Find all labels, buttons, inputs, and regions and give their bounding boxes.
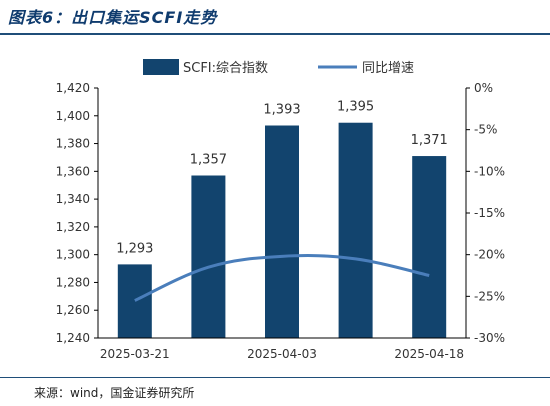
footer-divider <box>0 377 550 378</box>
right-axis-ticks: 0% -5% -10% -15% -20% -25% -30% <box>466 81 505 345</box>
chart-title: 图表6：出口集运SCFI走势 <box>8 8 218 27</box>
left-axis-ticks: 1,240 1,260 1,280 1,300 1,320 1,340 1,360 1,380… <box>56 81 98 345</box>
bar <box>412 156 447 338</box>
bar-value-label: 1,293 <box>116 241 153 256</box>
yoy-growth-line <box>134 254 430 302</box>
left-tick-label: 1,380 <box>56 137 90 151</box>
left-tick-label: 1,240 <box>56 331 90 345</box>
x-tick-label: 2025-04-18 <box>394 347 464 361</box>
legend-swatch-bar <box>143 59 179 75</box>
x-axis-ticks: 2025-03-21 2025-04-03 2025-04-18 <box>100 347 464 361</box>
x-tick-label: 2025-04-03 <box>247 347 317 361</box>
bar <box>117 264 152 338</box>
legend: SCFI:综合指数 同比增速 <box>143 59 414 76</box>
right-tick-label: -10% <box>474 164 505 178</box>
title-divider <box>0 33 550 35</box>
left-tick-label: 1,400 <box>56 109 90 123</box>
bar-value-label: 1,357 <box>190 153 227 168</box>
right-tick-label: 0% <box>474 81 493 95</box>
bar-value-label: 1,395 <box>337 100 374 115</box>
right-tick-label: -30% <box>474 331 505 345</box>
right-tick-label: -15% <box>474 206 505 220</box>
bar-value-label: 1,393 <box>263 103 300 118</box>
left-tick-label: 1,280 <box>56 275 90 289</box>
bar <box>265 125 299 338</box>
legend-label-bar: SCFI:综合指数 <box>183 61 268 76</box>
x-tick-label: 2025-03-21 <box>100 347 170 361</box>
bar <box>191 175 226 338</box>
bar-value-label: 1,371 <box>411 133 448 148</box>
source-note: 来源：wind，国金证券研究所 <box>34 386 195 400</box>
left-tick-label: 1,300 <box>56 248 90 262</box>
bar-data-labels: 1,293 1,357 1,393 1,395 1,371 <box>116 100 448 257</box>
right-tick-label: -5% <box>474 123 497 137</box>
left-tick-label: 1,260 <box>56 303 90 317</box>
bar-series <box>117 122 447 338</box>
left-tick-label: 1,360 <box>56 164 90 178</box>
line-series <box>134 254 430 302</box>
left-tick-label: 1,340 <box>56 192 90 206</box>
left-tick-label: 1,420 <box>56 81 90 95</box>
left-tick-label: 1,320 <box>56 220 90 234</box>
legend-label-line: 同比增速 <box>362 61 414 76</box>
bar <box>338 122 373 338</box>
right-tick-label: -25% <box>474 289 505 303</box>
right-tick-label: -20% <box>474 248 505 262</box>
